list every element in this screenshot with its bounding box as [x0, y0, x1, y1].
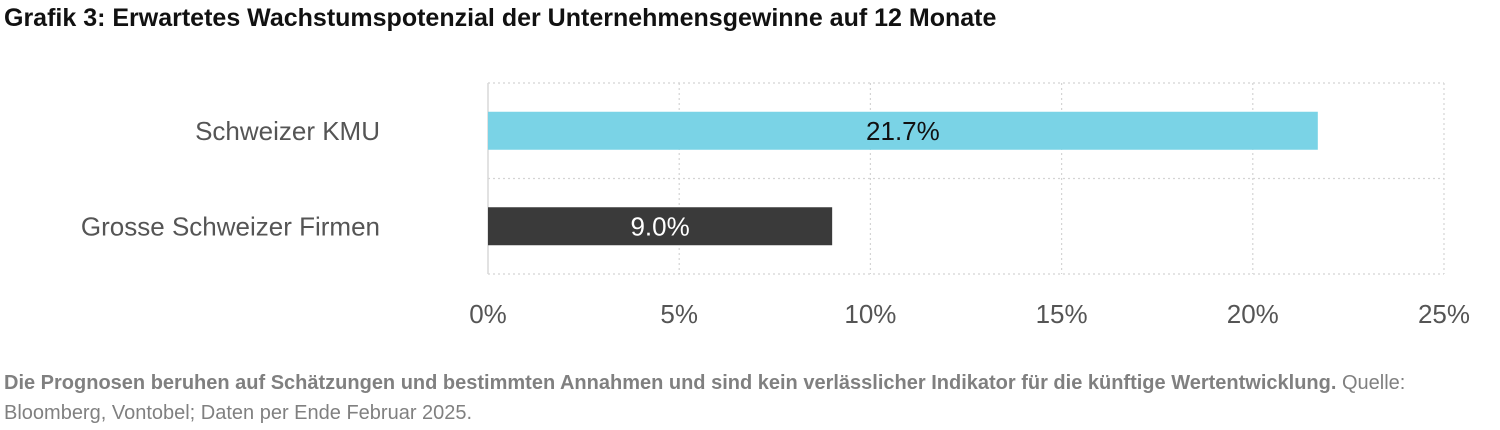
x-tick-label: 20% [1227, 299, 1279, 329]
bar [488, 207, 833, 246]
x-tick-label: 25% [1418, 299, 1470, 329]
category-label: Grosse Schweizer Firmen [81, 211, 380, 241]
category-label: Schweizer KMU [195, 116, 380, 146]
chart-title: Grafik 3: Erwartetes Wachstumspotenzial … [4, 4, 997, 32]
data-label: 9.0% [630, 211, 689, 241]
footnote: Die Prognosen beruhen auf Schätzungen un… [4, 368, 1484, 428]
x-tick-label: 10% [844, 299, 896, 329]
data-label: 21.7% [866, 116, 940, 146]
x-tick-label: 0% [469, 299, 507, 329]
bar-chart: Schweizer KMU 21.7% Grosse Schweizer Firme… [81, 82, 1470, 329]
x-tick-label: 15% [1036, 299, 1088, 329]
bar [488, 111, 1318, 150]
x-tick-label: 5% [660, 299, 698, 329]
footnote-source: Quelle: Bloomberg, Vontobel; Daten per E… [4, 372, 1406, 424]
footnote-disclaimer: Die Prognosen beruhen auf Schätzungen un… [4, 372, 1337, 394]
